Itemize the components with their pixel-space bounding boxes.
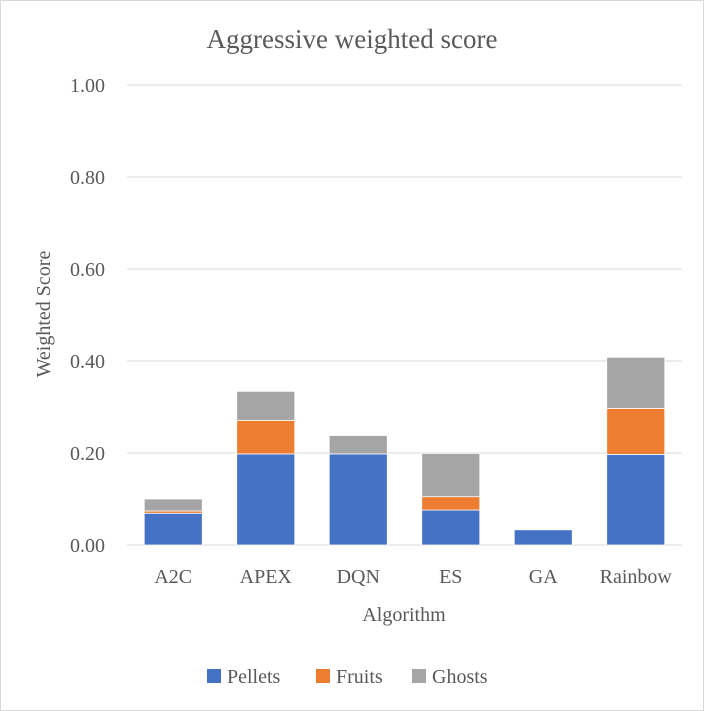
legend-swatch-fruits [316,669,330,683]
bar-segment-pellets [606,454,666,546]
bar-segment-pellets [421,509,481,546]
bar-segment-ghosts [328,435,388,455]
bar-segment-fruits [421,496,481,511]
y-tick-labels: 0.00 0.20 0.40 0.60 0.80 1.00 [70,75,105,557]
bar-segment-pellets [143,512,203,546]
bar-segment-pellets [328,453,388,546]
legend-label-fruits: Fruits [336,666,383,688]
bars [143,356,666,546]
grid-lines [127,84,682,546]
bar-segment-pellets [513,529,573,546]
bar-segment-pellets [236,453,296,546]
x-tick-label: DQN [337,566,380,588]
bar-segment-fruits [606,408,666,455]
bar-segment-ghosts [236,390,296,421]
y-axis-label: Weighted Score [33,251,55,378]
bar-segment-ghosts [421,453,481,498]
x-tick-label: GA [529,566,558,588]
x-tick-label: APEX [240,566,293,588]
x-axis-label: Algorithm [362,604,446,626]
y-tick-label: 0.60 [70,259,105,281]
bar-segment-ghosts [143,498,203,512]
x-tick-label: ES [439,566,462,588]
x-tick-label: A2C [154,566,192,588]
bar-segment-fruits [236,419,296,455]
bar-segment-ghosts [606,356,666,409]
y-tick-label: 0.00 [70,535,105,557]
chart-title: Aggressive weighted score [207,24,498,54]
legend-swatch-ghosts [412,669,426,683]
legend-label-pellets: Pellets [227,666,281,688]
y-tick-label: 1.00 [70,75,105,97]
x-tick-label: Rainbow [600,566,673,588]
legend: Pellets Fruits Ghosts [207,666,488,688]
legend-label-ghosts: Ghosts [432,666,488,688]
legend-swatch-pellets [207,669,221,683]
y-tick-label: 0.80 [70,167,105,189]
y-tick-label: 0.20 [70,443,105,465]
x-tick-labels: A2C APEX DQN ES GA Rainbow [154,566,672,588]
y-tick-label: 0.40 [70,351,105,373]
